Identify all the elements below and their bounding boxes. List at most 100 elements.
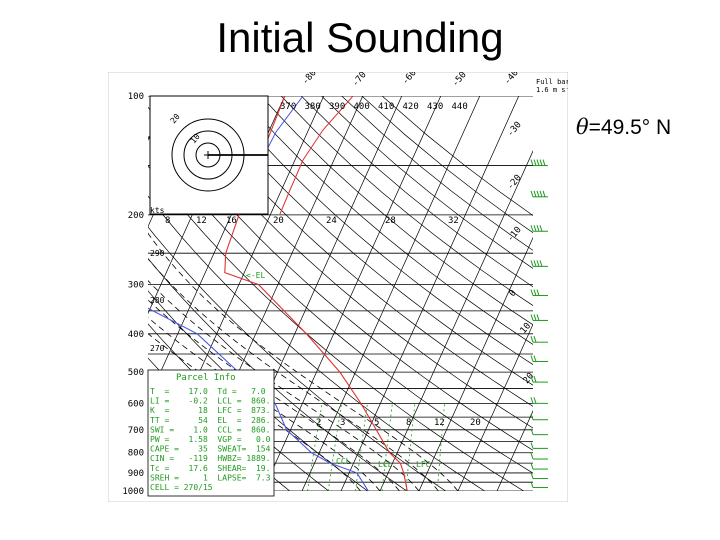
dry-adiabat-label: 380 xyxy=(305,102,321,112)
isotherm-label: 0 xyxy=(508,288,519,299)
pressure-tick-label: 900 xyxy=(128,469,144,479)
dry-adiabat xyxy=(260,96,533,326)
parcel-info-row: Tc = 17.6 SHEAR= 19. xyxy=(150,464,270,473)
latitude-note: θ=49.5° N xyxy=(576,115,671,140)
dry-adiabat-label: 430 xyxy=(427,102,443,112)
wind-barb-flag xyxy=(533,336,537,343)
wind-barbs xyxy=(530,159,548,489)
height-label: 290 xyxy=(150,249,165,258)
wind-barb-flag xyxy=(530,190,534,197)
dry-adiabat xyxy=(240,96,533,345)
isotherm-line xyxy=(418,236,533,491)
parcel-info-box xyxy=(147,369,275,497)
wind-barb-flag xyxy=(533,159,537,166)
mixing-ratio-label: 2 xyxy=(316,418,321,428)
hodograph-speed-label: kts xyxy=(150,206,165,215)
dry-adiabat xyxy=(148,106,533,451)
pressure-tick-label: 100 xyxy=(128,92,144,102)
mixing-ratio-label: 5 xyxy=(374,418,379,428)
wind-barb-flag xyxy=(530,481,534,488)
wind-barb-flag xyxy=(530,159,534,166)
dry-adiabat-label: 390 xyxy=(329,102,345,112)
wind-barb-flag xyxy=(530,462,534,470)
wind-barb-flag xyxy=(530,452,534,460)
mixing-ratio-line xyxy=(405,403,416,491)
wind-barb-flag xyxy=(536,190,540,197)
theta-symbol: θ xyxy=(576,115,589,139)
wind-barb-flag xyxy=(530,336,534,343)
parcel-info-row: K = 18 LFC = 873. xyxy=(150,406,270,415)
parcel-info-row: T = 17.0 Td = 7.0 xyxy=(150,387,266,396)
height-label: 270 xyxy=(150,344,165,353)
wind-barb-flag xyxy=(530,375,534,383)
moist-adiabat xyxy=(148,299,400,491)
parcel-info-row: LI = -0.2 LCL = 860. xyxy=(150,397,270,406)
barb-header: Full barb: xyxy=(536,78,568,86)
pressure-tick-label: 800 xyxy=(128,449,144,459)
isotherm-line xyxy=(301,96,481,491)
pressure-tick-label: 1000 xyxy=(122,487,144,497)
wind-barb-flag xyxy=(530,413,534,420)
wind-barb-flag xyxy=(542,190,546,197)
mixing-ratio-line xyxy=(355,403,368,491)
el-marker: <-EL xyxy=(246,271,265,280)
mixing-ratio-line xyxy=(381,403,393,491)
dry-adiabat xyxy=(148,165,524,491)
moist-adiabat xyxy=(148,232,459,491)
wind-barb-flag xyxy=(539,260,543,267)
hodograph-speed-label: 16 xyxy=(226,216,237,226)
isotherm-line xyxy=(262,96,442,491)
wind-barb-flag xyxy=(530,355,534,362)
mixing-ratio-label: 20 xyxy=(470,418,481,428)
parcel-info-row: SWI = 1.0 CCL = 860. xyxy=(150,425,270,434)
wind-barb-flag xyxy=(530,260,534,267)
wind-barb-flag xyxy=(536,289,540,296)
dry-adiabat xyxy=(321,96,533,269)
isotherm-line xyxy=(496,410,533,491)
dry-adiabat xyxy=(200,96,533,386)
wind-barb-flag xyxy=(542,159,546,166)
mixing-ratio-line xyxy=(307,403,323,491)
hodograph-speed-label: 32 xyxy=(448,216,459,226)
pressure-tick-label: 200 xyxy=(128,211,144,221)
wind-barb-flag xyxy=(536,159,540,166)
mixing-ratio-label: 12 xyxy=(434,418,445,428)
wind-barb-flag xyxy=(530,225,534,232)
wind-barb-flag xyxy=(533,260,537,267)
dry-adiabat xyxy=(280,96,533,307)
barb-header: 1.6 m s⁻¹ xyxy=(536,86,568,94)
parcel-info-row: PW = 1.58 VGP = 0.0 xyxy=(150,435,271,444)
dry-adiabat xyxy=(301,96,533,288)
hodograph-speed-label: 20 xyxy=(273,216,284,226)
wind-barb-flag xyxy=(530,314,534,321)
wind-barb-flag xyxy=(530,442,534,449)
mixing-ratio-line xyxy=(437,403,445,491)
wind-barb-flag xyxy=(539,159,543,166)
mixing-ratio-label: 3 xyxy=(340,418,345,428)
wind-barb-flag xyxy=(533,355,537,362)
wind-barb-flag xyxy=(536,314,540,321)
dry-adiabat-label: 420 xyxy=(403,102,419,112)
hodograph-speed-label: 12 xyxy=(196,216,207,226)
parcel-info-row: CIN = -119 HWBZ= 1889. xyxy=(150,454,270,463)
diagram-edge xyxy=(533,367,563,491)
temperature-profile-upper xyxy=(279,96,354,215)
ccl-marker: CCL xyxy=(336,457,351,466)
mixing-ratio-label: 8 xyxy=(406,418,411,428)
dry-adiabat-label: 440 xyxy=(452,102,468,112)
moist-adiabat xyxy=(148,258,439,491)
wind-barb-flag xyxy=(533,289,537,296)
wind-barb-flag xyxy=(539,190,543,197)
parcel-info-table: Parcel Info T = 17.0 Td = 7.0LI = -0.2 LC… xyxy=(147,369,275,497)
latitude-value: =49.5° N xyxy=(588,116,672,139)
parcel-info-row: CELL = 270/15 xyxy=(150,483,213,492)
wind-barb-flag xyxy=(533,190,537,197)
dry-adiabat xyxy=(148,195,485,491)
wind-barb-flag xyxy=(530,428,534,435)
wind-barb-flag xyxy=(533,397,537,404)
isotherm-line xyxy=(340,96,520,491)
dry-adiabat xyxy=(148,226,446,491)
